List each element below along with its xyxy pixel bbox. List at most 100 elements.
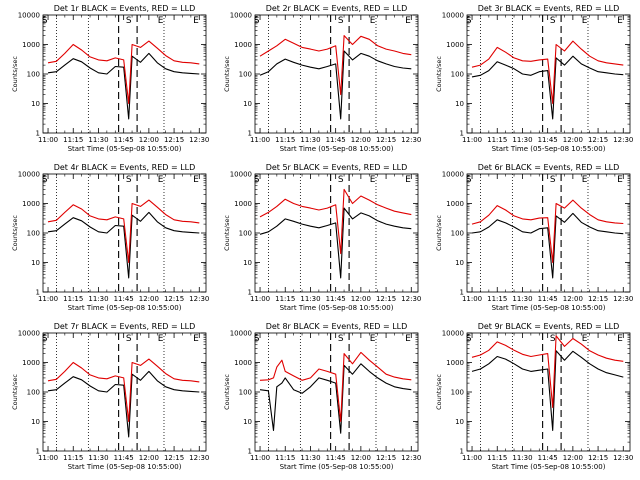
series-events-line — [471, 212, 624, 279]
y-tick-label: 10000 — [230, 12, 252, 20]
x-tick-label: 12:00 — [351, 454, 371, 462]
plot-frame — [466, 332, 631, 452]
panel-title: Det 8r BLACK = Events, RED = LLD — [266, 322, 408, 331]
start-marker-label: S — [42, 175, 48, 185]
y-axis-label: Counts/sec — [435, 56, 443, 92]
x-tick-label: 12:15 — [376, 295, 396, 303]
panel-4: Det 4r BLACK = Events, RED = LLD 1 10 100 10… — [11, 163, 209, 312]
x-tick-label: 11:00 — [462, 295, 482, 303]
y-tick-label: 1000 — [234, 359, 252, 367]
start-marker-label: S — [254, 175, 260, 185]
y-tick-label: 10 — [455, 259, 464, 267]
x-tick-label: 12:30 — [401, 454, 421, 462]
series-events-line — [47, 211, 200, 279]
y-tick-label: 1000 — [446, 200, 464, 208]
series-events-line — [259, 363, 412, 434]
x-tick-label: 12:15 — [376, 454, 396, 462]
end-marker-label: E — [370, 334, 376, 344]
interval-start-label: S — [126, 175, 132, 185]
series-events-line — [471, 350, 624, 431]
y-tick-label: 100 — [451, 389, 464, 397]
panel-title: Det 3r BLACK = Events, RED = LLD — [478, 4, 620, 13]
x-tick-label: 11:15 — [275, 454, 295, 462]
end-marker-label: E — [582, 334, 588, 344]
y-tick-label: 10 — [455, 100, 464, 108]
y-tick-label: 1 — [248, 130, 252, 138]
x-tick-label: 11:30 — [512, 136, 532, 144]
x-tick-label: 12:30 — [613, 295, 633, 303]
y-tick-label: 100 — [451, 230, 464, 238]
series-lld-line — [259, 188, 412, 255]
x-tick-label: 11:00 — [38, 136, 58, 144]
y-tick-label: 10 — [243, 418, 252, 426]
start-marker-label: S — [466, 334, 472, 344]
x-tick-label: 11:45 — [114, 295, 134, 303]
panel-title: Det 1r BLACK = Events, RED = LLD — [54, 4, 196, 13]
y-tick-label: 1000 — [234, 200, 252, 208]
interval-start-label: S — [338, 16, 344, 26]
y-axis-label: Counts/sec — [435, 374, 443, 410]
x-tick-label: 12:00 — [563, 136, 583, 144]
x-tick-label: 12:30 — [401, 295, 421, 303]
x-tick-label: 11:45 — [326, 295, 346, 303]
end-marker-label: E — [582, 175, 588, 185]
x-tick-label: 11:15 — [275, 295, 295, 303]
interval-start-label: S — [550, 16, 556, 26]
x-tick-label: 11:45 — [326, 136, 346, 144]
x-tick-label: 11:30 — [300, 454, 320, 462]
y-tick-label: 1 — [36, 448, 40, 456]
x-tick-label: 11:00 — [462, 136, 482, 144]
x-tick-label: 11:45 — [114, 136, 134, 144]
panel-title: Det 2r BLACK = Events, RED = LLD — [266, 4, 408, 13]
x-tick-label: 11:00 — [250, 136, 270, 144]
end-marker-label: E — [370, 175, 376, 185]
series-events-line — [47, 370, 200, 438]
x-tick-label: 12:15 — [588, 295, 608, 303]
y-tick-label: 1 — [460, 448, 464, 456]
y-tick-label: 10000 — [442, 12, 464, 20]
y-tick-label: 10000 — [18, 330, 40, 338]
x-axis-label: Start Time (05-Sep-08 10:55:00) — [492, 463, 606, 471]
panel-title: Det 9r BLACK = Events, RED = LLD — [478, 322, 620, 331]
series-lld-line — [471, 40, 624, 105]
y-tick-label: 10000 — [18, 171, 40, 179]
panel-1: Det 1r BLACK = Events, RED = LLD 1 10 100 10… — [11, 4, 209, 153]
x-tick-label: 11:15 — [275, 136, 295, 144]
x-tick-label: 12:15 — [164, 136, 184, 144]
interval-start-label: S — [126, 334, 132, 344]
series-events-line — [259, 50, 412, 120]
x-tick-label: 12:00 — [139, 136, 159, 144]
x-tick-label: 11:30 — [88, 454, 108, 462]
x-axis-label: Start Time (05-Sep-08 10:55:00) — [280, 463, 394, 471]
x-tick-label: 12:15 — [164, 454, 184, 462]
interval-end-label: E — [405, 16, 411, 26]
y-axis-label: Counts/sec — [223, 374, 231, 410]
x-tick-label: 11:15 — [487, 136, 507, 144]
x-axis-label: Start Time (05-Sep-08 10:55:00) — [492, 304, 606, 312]
series-lld-line — [471, 199, 624, 264]
y-tick-label: 10 — [243, 100, 252, 108]
y-tick-label: 10 — [31, 100, 40, 108]
end-marker-label: E — [158, 175, 164, 185]
panel-title: Det 7r BLACK = Events, RED = LLD — [54, 322, 196, 331]
series-lld-line — [47, 199, 200, 264]
y-tick-label: 1 — [36, 289, 40, 297]
x-tick-label: 12:30 — [189, 136, 209, 144]
x-tick-label: 12:30 — [189, 454, 209, 462]
start-marker-label: S — [466, 16, 472, 26]
y-axis-label: Counts/sec — [435, 215, 443, 251]
series-lld-line — [471, 335, 624, 408]
x-tick-label: 12:00 — [351, 295, 371, 303]
x-tick-label: 11:15 — [63, 136, 83, 144]
x-tick-label: 11:30 — [88, 295, 108, 303]
x-axis-label: Start Time (05-Sep-08 10:55:00) — [68, 145, 182, 153]
panel-title: Det 4r BLACK = Events, RED = LLD — [54, 163, 196, 172]
interval-end-label: E — [617, 16, 623, 26]
x-axis-label: Start Time (05-Sep-08 10:55:00) — [280, 304, 394, 312]
x-tick-label: 11:30 — [88, 136, 108, 144]
panel-8: Det 8r BLACK = Events, RED = LLD 1 10 100 10… — [223, 322, 421, 471]
start-marker-label: S — [254, 334, 260, 344]
interval-end-label: E — [617, 175, 623, 185]
panel-7: Det 7r BLACK = Events, RED = LLD 1 10 100 10… — [11, 322, 209, 471]
